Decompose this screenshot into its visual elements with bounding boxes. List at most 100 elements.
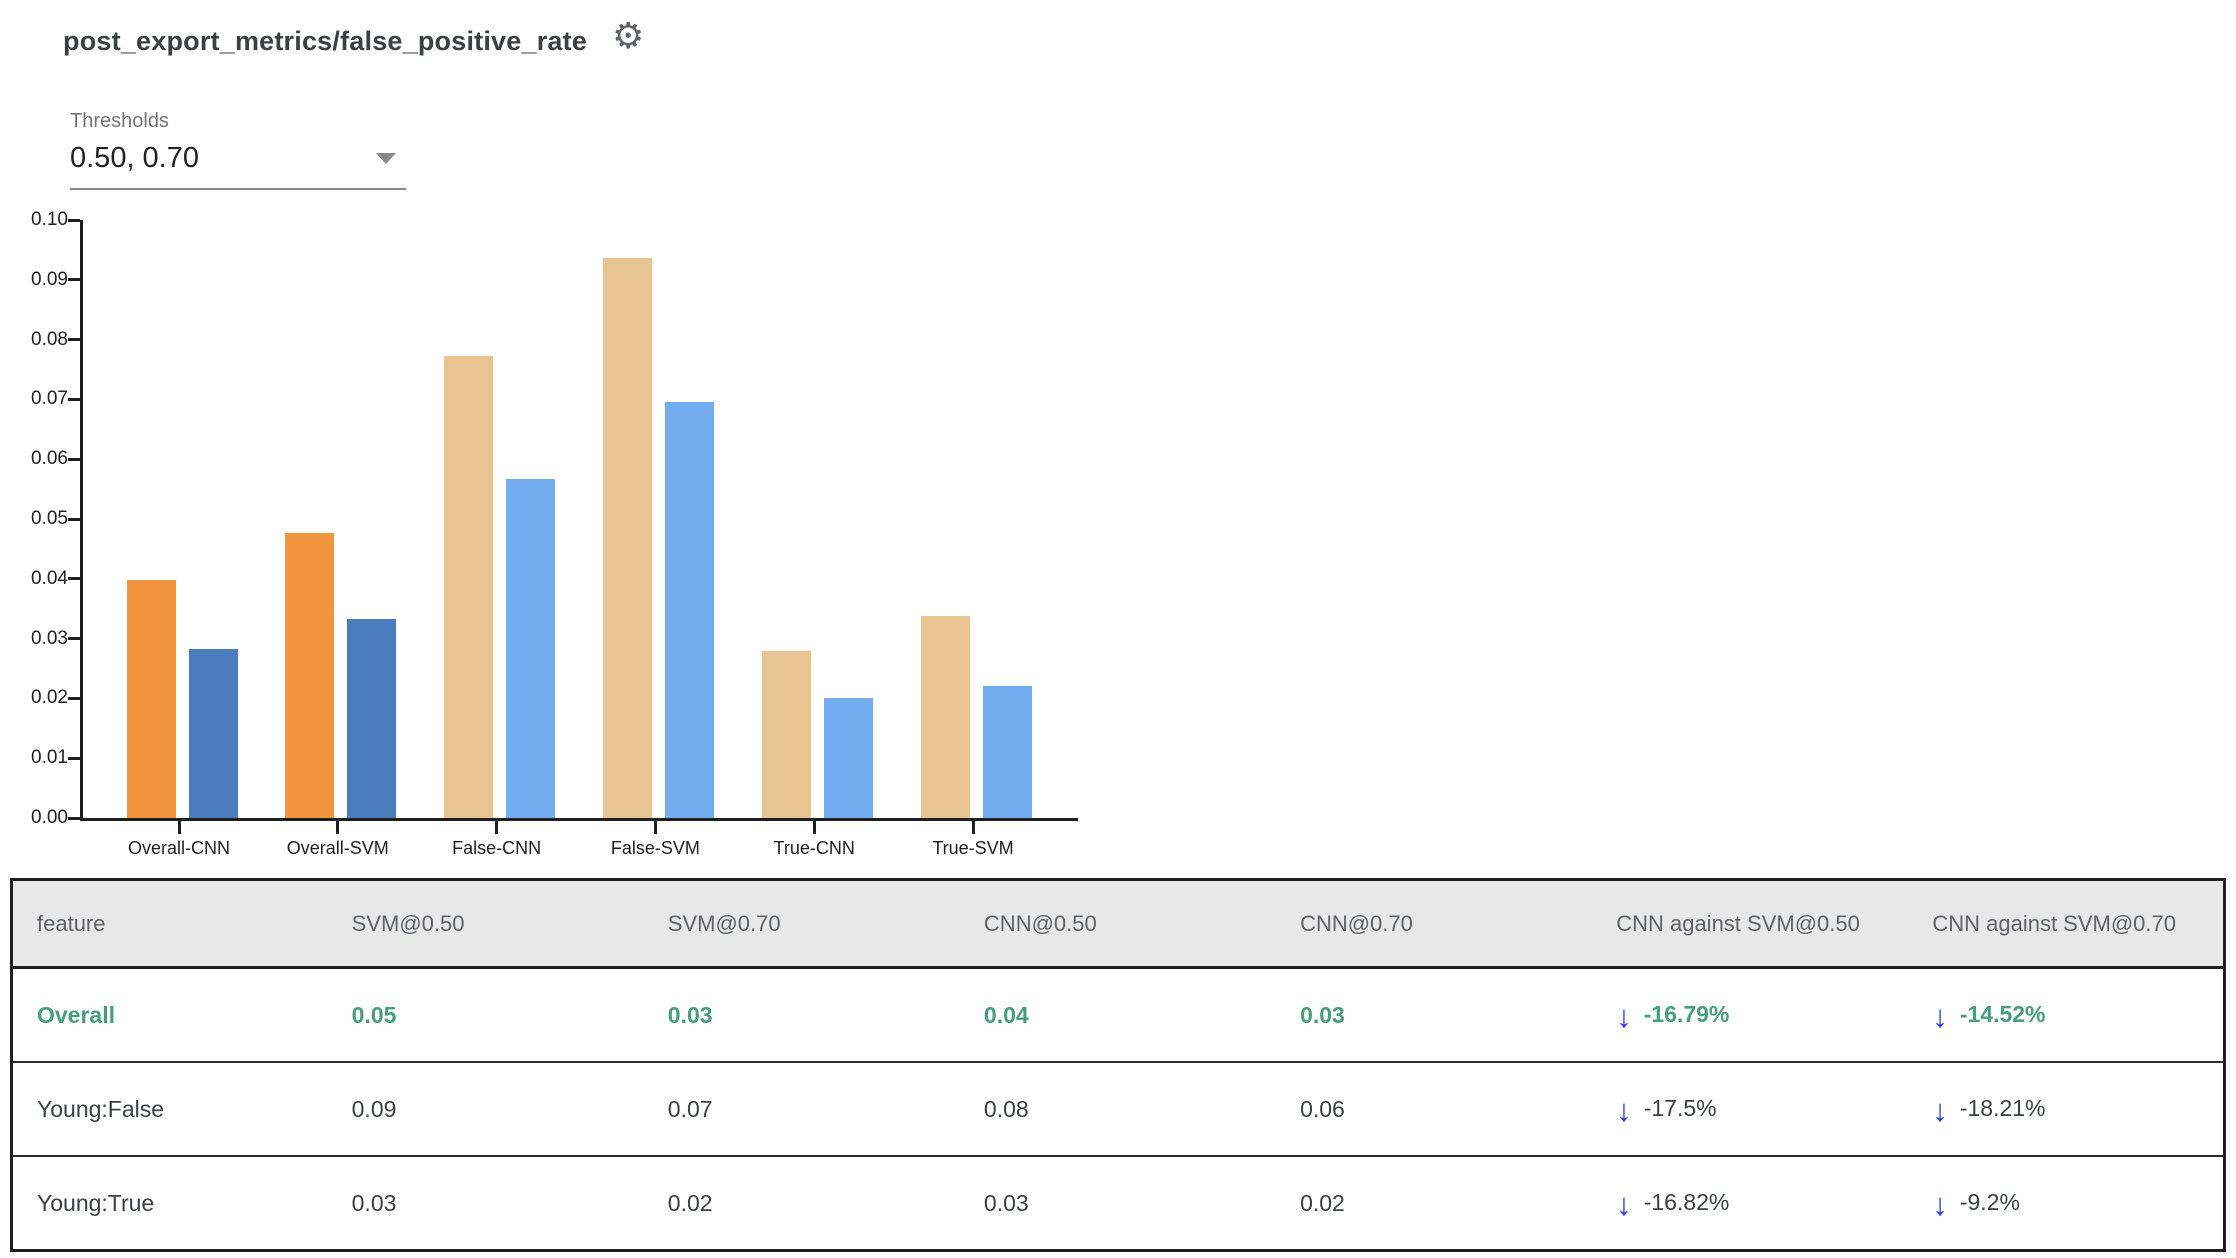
y-axis-tick	[68, 637, 80, 641]
y-tick-label: 0.07	[31, 388, 68, 410]
y-axis-tick	[68, 756, 80, 760]
value-cell: 0.04	[959, 967, 1277, 1062]
value-cell: 0.02	[643, 1155, 960, 1251]
diff-cell: ↓ -16.82%	[1592, 1155, 1909, 1251]
bar-Overall-SVM-t0.50	[285, 532, 335, 818]
y-tick-label: 0.03	[31, 627, 68, 649]
bar-Overall-CNN-t0.70	[188, 649, 238, 818]
table-row: Young:False 0.09 0.07 0.08 0.06 ↓ -17.5% ↓ -18.2…	[11, 1061, 2225, 1156]
y-axis-tick	[68, 577, 80, 581]
feature-cell: Young:True	[11, 1155, 328, 1251]
value-cell: 0.03	[327, 1155, 644, 1251]
x-category-label: Overall-SVM	[286, 838, 389, 858]
column-header: SVM@0.50	[327, 879, 644, 969]
table-row: Overall 0.05 0.03 0.04 0.03 ↓ -16.79% ↓ -14.52%	[11, 967, 2225, 1062]
value-cell: 0.03	[643, 967, 960, 1062]
bar-Overall-SVM-t0.70	[347, 619, 397, 818]
diff-cell: ↓ -17.5%	[1592, 1061, 1909, 1156]
value-cell: 0.05	[327, 967, 644, 1062]
table-header: feature SVM@0.50 SVM@0.70 CNN@0.50 CNN@0.70 C…	[11, 879, 2225, 969]
value-cell: 0.03	[959, 1155, 1277, 1251]
x-axis-tick	[177, 821, 181, 834]
diff-cell: ↓ -14.52%	[1908, 967, 2225, 1062]
thresholds-value-row[interactable]: 0.50, 0.70	[70, 142, 406, 190]
x-axis-tick	[971, 821, 975, 834]
arrow-down-icon: ↓	[1932, 999, 1948, 1034]
bar-True-CNN-t0.50	[761, 651, 811, 818]
bar-True-SVM-t0.50	[920, 616, 970, 818]
y-axis-tick	[68, 816, 80, 820]
x-category-label: True-CNN	[773, 838, 855, 858]
diff-cell-inner: ↓ -18.21%	[1932, 1093, 2046, 1128]
diff-cell-inner: ↓ -16.82%	[1616, 1187, 1730, 1222]
x-axis-tick	[495, 821, 499, 834]
diff-percentage: -14.52%	[1959, 1001, 2046, 1027]
diff-percentage: -18.21%	[1959, 1095, 2046, 1121]
page-title: post_export_metrics/false_positive_rate	[63, 26, 588, 56]
y-tick-label: 0.06	[31, 448, 68, 470]
y-axis-tick	[68, 338, 80, 342]
arrow-down-icon: ↓	[1616, 1093, 1632, 1128]
thresholds-value: 0.50, 0.70	[70, 142, 199, 174]
diff-percentage: -16.82%	[1643, 1189, 1730, 1215]
diff-percentage: -17.5%	[1643, 1095, 1717, 1121]
bar-True-CNN-t0.70	[823, 697, 873, 818]
arrow-down-icon: ↓	[1616, 1187, 1632, 1222]
x-category-label: False-SVM	[610, 838, 700, 858]
y-axis-tick	[68, 397, 80, 401]
bar-Overall-CNN-t0.50	[126, 580, 176, 818]
y-tick-label: 0.01	[31, 747, 68, 769]
column-header: CNN against SVM@0.70	[1908, 879, 2225, 969]
column-header: SVM@0.70	[643, 879, 960, 969]
table-body: Overall 0.05 0.03 0.04 0.03 ↓ -16.79% ↓ -14.52% Y…	[11, 967, 2225, 1251]
column-header: feature	[11, 879, 328, 969]
thresholds-label: Thresholds	[70, 110, 169, 132]
bar-True-SVM-t0.70	[982, 686, 1032, 818]
thresholds-select[interactable]: Thresholds 0.50, 0.70	[70, 110, 406, 190]
bar-chart: 0.00 0.01 0.02 0.03 0.04 0.05 0.06 0.07 0.08 0.09…	[0, 208, 1120, 868]
arrow-down-icon: ↓	[1932, 1187, 1948, 1222]
arrow-down-icon: ↓	[1616, 999, 1632, 1034]
y-tick-label: 0.09	[31, 268, 68, 290]
diff-percentage: -16.79%	[1643, 1001, 1730, 1027]
diff-cell: ↓ -9.2%	[1908, 1155, 2225, 1251]
y-axis-tick	[68, 457, 80, 461]
arrow-down-icon: ↓	[1932, 1093, 1948, 1128]
y-tick-label: 0.05	[31, 508, 68, 529]
diff-cell-inner: ↓ -17.5%	[1616, 1093, 1717, 1128]
column-header: CNN@0.50	[959, 879, 1277, 969]
diff-cell: ↓ -18.21%	[1908, 1061, 2225, 1156]
y-tick-label: 0.00	[31, 807, 68, 828]
y-tick-label: 0.10	[31, 209, 68, 230]
bar-False-CNN-t0.70	[506, 478, 556, 818]
diff-cell: ↓ -16.79%	[1592, 967, 1909, 1062]
bar-False-SVM-t0.50	[602, 257, 652, 818]
x-axis-tick	[653, 821, 657, 834]
x-category-label: False-CNN	[452, 838, 542, 858]
plot-area	[80, 220, 1078, 821]
value-cell: 0.07	[643, 1061, 960, 1156]
x-category-label: Overall-CNN	[127, 838, 230, 858]
column-header: CNN@0.70	[1276, 879, 1593, 969]
metrics-table: feature SVM@0.50 SVM@0.70 CNN@0.50 CNN@0.70 C…	[10, 878, 2226, 1252]
y-tick-label: 0.02	[31, 687, 68, 709]
diff-percentage: -9.2%	[1959, 1189, 2020, 1215]
gear-icon[interactable]: ⚙	[612, 15, 645, 56]
x-category-label: True-SVM	[932, 838, 1014, 858]
diff-cell-inner: ↓ -14.52%	[1932, 999, 2046, 1034]
y-tick-label: 0.04	[31, 567, 68, 589]
feature-cell: Young:False	[11, 1061, 328, 1156]
y-axis-tick	[68, 517, 80, 521]
bar-False-CNN-t0.50	[444, 355, 494, 818]
bar-False-SVM-t0.70	[664, 402, 714, 818]
y-tick-label: 0.08	[31, 328, 68, 350]
y-axis-tick	[68, 278, 80, 282]
feature-cell: Overall	[11, 967, 328, 1062]
value-cell: 0.08	[959, 1061, 1277, 1156]
table-header-row: feature SVM@0.50 SVM@0.70 CNN@0.50 CNN@0.70 C…	[11, 879, 2225, 969]
y-axis-tick	[68, 218, 80, 222]
y-axis-tick	[68, 696, 80, 700]
x-axis-tick	[812, 821, 816, 834]
column-header: CNN against SVM@0.50	[1592, 879, 1909, 969]
table-row: Young:True 0.03 0.02 0.03 0.02 ↓ -16.82% ↓ -9.2%	[11, 1155, 2225, 1251]
